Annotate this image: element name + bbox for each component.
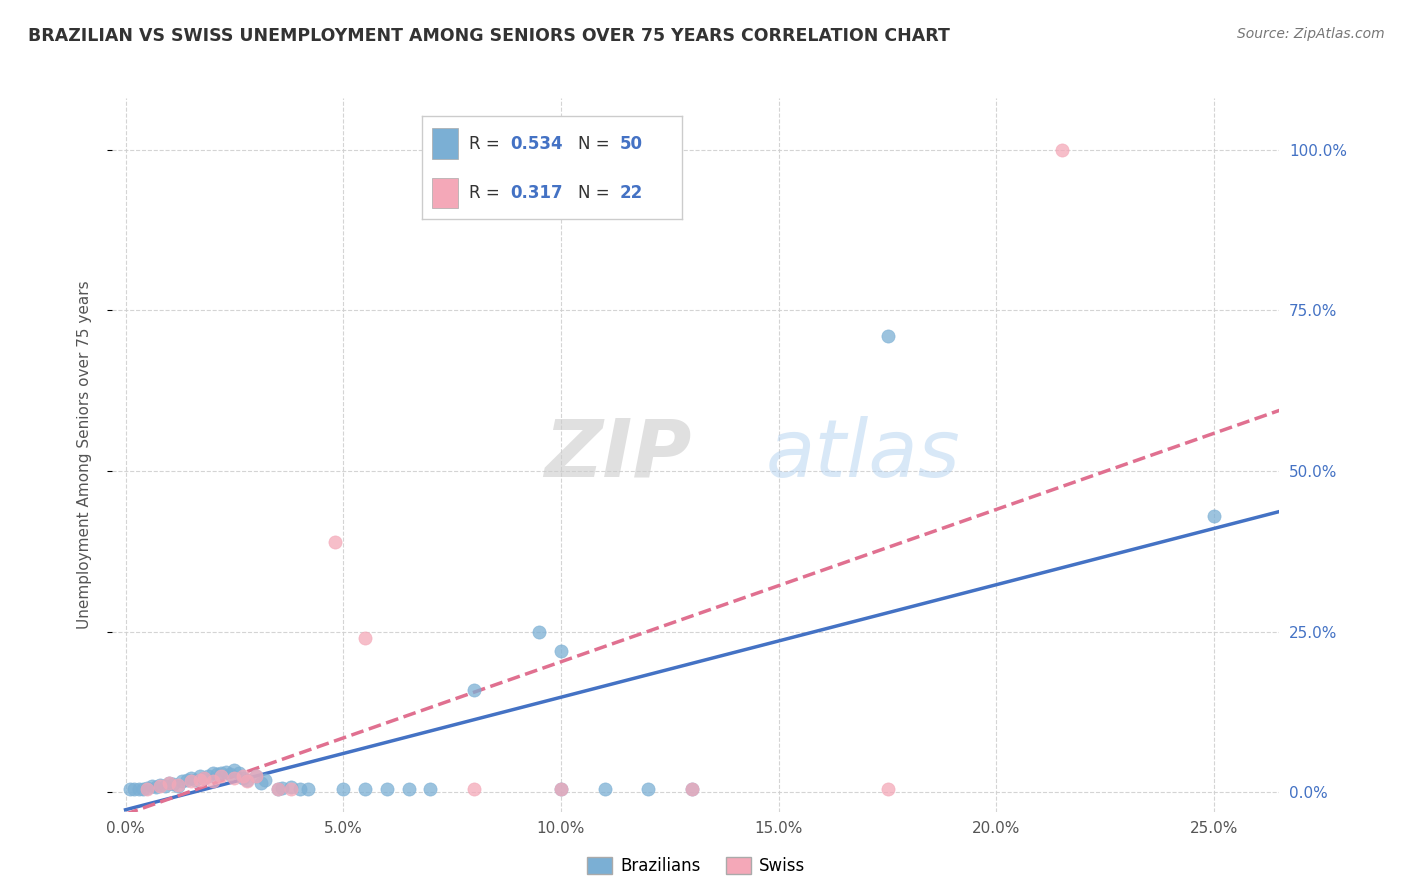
- Point: [201, 773, 224, 788]
- Point: [280, 782, 302, 797]
- Point: [141, 779, 163, 793]
- Point: [136, 782, 159, 797]
- Bar: [432, 178, 458, 208]
- Point: [637, 782, 659, 797]
- Point: [354, 782, 377, 797]
- Text: 22: 22: [620, 184, 643, 202]
- Point: [209, 766, 232, 780]
- Point: [267, 782, 290, 797]
- Point: [224, 763, 246, 777]
- Point: [188, 772, 211, 787]
- Point: [193, 772, 215, 786]
- Point: [118, 782, 141, 797]
- Point: [253, 772, 276, 787]
- Point: [219, 767, 242, 781]
- Point: [188, 769, 211, 783]
- Point: [236, 773, 259, 788]
- Point: [209, 769, 232, 783]
- Point: [180, 773, 202, 788]
- Point: [398, 782, 420, 797]
- Point: [876, 782, 898, 797]
- Point: [180, 772, 202, 786]
- Point: [550, 782, 572, 797]
- Point: [332, 782, 354, 797]
- Text: 0.534: 0.534: [510, 135, 562, 153]
- Point: [297, 782, 319, 797]
- Text: R =: R =: [468, 184, 505, 202]
- Point: [128, 782, 150, 797]
- Legend: Brazilians, Swiss: Brazilians, Swiss: [581, 850, 811, 882]
- Text: R =: R =: [468, 135, 505, 153]
- Point: [166, 778, 188, 792]
- Text: 0.317: 0.317: [510, 184, 562, 202]
- Point: [136, 780, 159, 795]
- Point: [201, 766, 224, 780]
- Point: [550, 782, 572, 797]
- Point: [232, 772, 254, 786]
- Point: [172, 773, 194, 788]
- Point: [280, 780, 302, 795]
- Point: [681, 782, 703, 797]
- Point: [529, 624, 551, 639]
- Point: [236, 772, 259, 787]
- Point: [288, 782, 311, 797]
- Point: [550, 644, 572, 658]
- Text: 50: 50: [620, 135, 643, 153]
- Point: [271, 780, 294, 795]
- Point: [323, 534, 346, 549]
- Point: [463, 782, 485, 797]
- Point: [153, 779, 176, 793]
- Bar: [432, 128, 458, 159]
- Point: [354, 631, 377, 645]
- Point: [593, 782, 616, 797]
- Point: [681, 782, 703, 797]
- Point: [375, 782, 398, 797]
- Point: [232, 769, 254, 783]
- Point: [876, 329, 898, 343]
- Point: [1050, 143, 1073, 157]
- Text: ZIP: ZIP: [544, 416, 692, 494]
- Text: N =: N =: [578, 184, 614, 202]
- Point: [245, 769, 267, 783]
- Point: [132, 782, 155, 797]
- Point: [1204, 508, 1226, 523]
- Point: [193, 772, 215, 786]
- Point: [197, 769, 219, 783]
- Point: [166, 779, 188, 793]
- Point: [267, 782, 290, 797]
- Point: [149, 778, 172, 792]
- Point: [145, 780, 167, 795]
- Point: [215, 764, 238, 779]
- Point: [249, 776, 271, 790]
- Point: [419, 782, 441, 797]
- Point: [149, 779, 172, 793]
- Text: BRAZILIAN VS SWISS UNEMPLOYMENT AMONG SENIORS OVER 75 YEARS CORRELATION CHART: BRAZILIAN VS SWISS UNEMPLOYMENT AMONG SE…: [28, 27, 950, 45]
- Point: [224, 772, 246, 786]
- Point: [245, 769, 267, 783]
- Point: [157, 776, 180, 790]
- Point: [157, 776, 180, 790]
- Text: Source: ZipAtlas.com: Source: ZipAtlas.com: [1237, 27, 1385, 41]
- Point: [228, 766, 250, 780]
- Point: [176, 772, 198, 787]
- Point: [463, 682, 485, 697]
- Point: [122, 782, 145, 797]
- Point: [184, 772, 207, 787]
- Text: atlas: atlas: [766, 416, 960, 494]
- Point: [162, 777, 184, 791]
- Y-axis label: Unemployment Among Seniors over 75 years: Unemployment Among Seniors over 75 years: [77, 281, 91, 629]
- Text: N =: N =: [578, 135, 614, 153]
- Point: [205, 767, 228, 781]
